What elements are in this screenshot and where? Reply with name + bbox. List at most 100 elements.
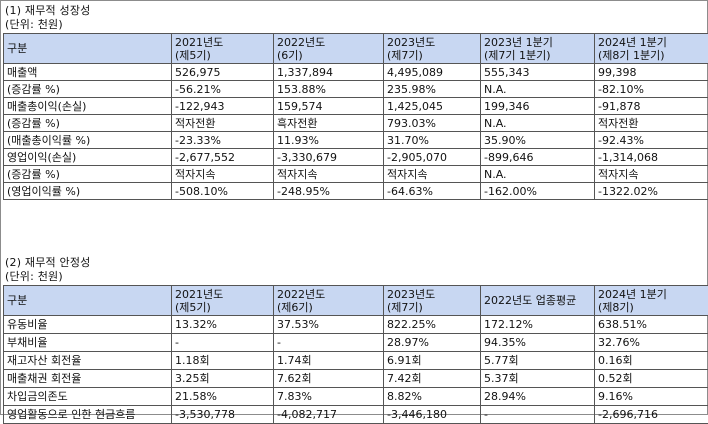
cell-value: -2,905,070: [384, 149, 481, 166]
cell-value: 793.03%: [384, 115, 481, 132]
row-label: 매출총이익(손실): [4, 98, 172, 115]
cell-value: N.A.: [481, 115, 595, 132]
cell-value: 적자지속: [595, 166, 708, 183]
cell-value: 흑자전환: [274, 115, 384, 132]
column-header-line1: 2022년도 업종평균: [484, 294, 591, 307]
cell-value: 0.52회: [595, 370, 708, 388]
section2-title: (2) 재무적 안정성: [5, 256, 91, 269]
cell-value: 28.97%: [384, 334, 481, 352]
column-header-line2: (제7기): [387, 49, 477, 62]
column-header-line1: 2021년도: [175, 36, 270, 49]
row-label: 부채비율: [4, 334, 172, 352]
column-header: 2022년도 업종평균: [481, 286, 595, 316]
cell-value: 1.74회: [274, 352, 384, 370]
cell-value: -2,677,552: [172, 149, 274, 166]
column-header-line2: (제7기): [387, 301, 477, 314]
column-header-line2: (제5기): [175, 49, 270, 62]
row-label: 매출액: [4, 64, 172, 81]
column-header-line1: 2023년 1분기: [484, 36, 591, 49]
cell-value: -: [274, 334, 384, 352]
cell-value: 21.58%: [172, 388, 274, 406]
section1-unit: (단위: 천원): [5, 18, 63, 31]
column-header-line2: (6기): [277, 49, 380, 62]
cell-value: 9.16%: [595, 388, 708, 406]
cell-value: 555,343: [481, 64, 595, 81]
cell-value: 적자전환: [595, 115, 708, 132]
cell-value: N.A.: [481, 81, 595, 98]
column-header-line2: (제5기): [175, 301, 270, 314]
cell-value: 94.35%: [481, 334, 595, 352]
column-header-line2: (제8기 1분기): [598, 49, 705, 62]
cell-value: 0.16회: [595, 352, 708, 370]
cell-value: -162.00%: [481, 183, 595, 200]
cell-value: 5.77회: [481, 352, 595, 370]
cell-value: -508.10%: [172, 183, 274, 200]
row-label: 차입금의존도: [4, 388, 172, 406]
cell-value: 37.53%: [274, 316, 384, 334]
cell-value: 1.18회: [172, 352, 274, 370]
cell-value: 3.25회: [172, 370, 274, 388]
cell-value: 526,975: [172, 64, 274, 81]
header-label: 구분: [4, 34, 172, 64]
cell-value: -: [172, 334, 274, 352]
column-header-line2: (제8기): [598, 301, 705, 314]
row-label: 재고자산 회전율: [4, 352, 172, 370]
cell-value: 적자지속: [384, 166, 481, 183]
cell-value: -248.95%: [274, 183, 384, 200]
cell-value: 159,574: [274, 98, 384, 115]
column-header: 2024년 1분기(제8기): [595, 286, 708, 316]
stability-table: 구분 2021년도(제5기) 2022년도(제6기) 2023년도(제7기) 2…: [3, 285, 708, 424]
cell-value: 235.98%: [384, 81, 481, 98]
cell-value: 8.82%: [384, 388, 481, 406]
cell-value: 6.91회: [384, 352, 481, 370]
growth-table: 구분 2021년도(제5기) 2022년도(6기) 2023년도(제7기) 20…: [3, 33, 708, 200]
cell-value: -3,330,679: [274, 149, 384, 166]
section2-unit: (단위: 천원): [5, 270, 63, 283]
table-row: (영업이익률 %)-508.10%-248.95%-64.63%-162.00%…: [4, 183, 708, 200]
column-header: 2024년 1분기(제8기 1분기): [595, 34, 708, 64]
column-header: 2023년 1분기(제7기 1분기): [481, 34, 595, 64]
column-header: 2023년도(제7기): [384, 286, 481, 316]
cell-value: 7.62회: [274, 370, 384, 388]
column-header: 2021년도(제5기): [172, 34, 274, 64]
cell-value: 822.25%: [384, 316, 481, 334]
cell-value: 1,337,894: [274, 64, 384, 81]
column-header-line1: 2021년도: [175, 288, 270, 301]
cell-value: 638.51%: [595, 316, 708, 334]
cell-value: 13.32%: [172, 316, 274, 334]
cell-value: 7.42회: [384, 370, 481, 388]
cell-value: 적자전환: [172, 115, 274, 132]
cell-value: 11.93%: [274, 132, 384, 149]
cell-value: N.A.: [481, 166, 595, 183]
cell-value: -56.21%: [172, 81, 274, 98]
cell-value: 199,346: [481, 98, 595, 115]
cell-value: -82.10%: [595, 81, 708, 98]
column-header-line1: 2022년도: [277, 288, 380, 301]
cell-value: 1,425,045: [384, 98, 481, 115]
table-row: (매출총이익률 %)-23.33%11.93%31.70%35.90%-92.4…: [4, 132, 708, 149]
cell-value: -122,943: [172, 98, 274, 115]
row-label: (영업이익률 %): [4, 183, 172, 200]
row-label: 매출채권 회전율: [4, 370, 172, 388]
cell-value: 적자지속: [274, 166, 384, 183]
column-header-line1: 2023년도: [387, 36, 477, 49]
cell-value: 31.70%: [384, 132, 481, 149]
cell-value: 7.83%: [274, 388, 384, 406]
cell-value: 35.90%: [481, 132, 595, 149]
cell-value: -23.33%: [172, 132, 274, 149]
table-row: 부채비율--28.97%94.35%32.76%: [4, 334, 708, 352]
cell-value: 4,495,089: [384, 64, 481, 81]
column-header-line2: (제7기 1분기): [484, 49, 591, 62]
row-label: 영업이익(손실): [4, 149, 172, 166]
column-header: 2022년도(제6기): [274, 286, 384, 316]
row-label: (매출총이익률 %): [4, 132, 172, 149]
table-row: (증감률 %)-56.21%153.88%235.98%N.A.-82.10%: [4, 81, 708, 98]
cell-value: -899,646: [481, 149, 595, 166]
cell-value: 28.94%: [481, 388, 595, 406]
